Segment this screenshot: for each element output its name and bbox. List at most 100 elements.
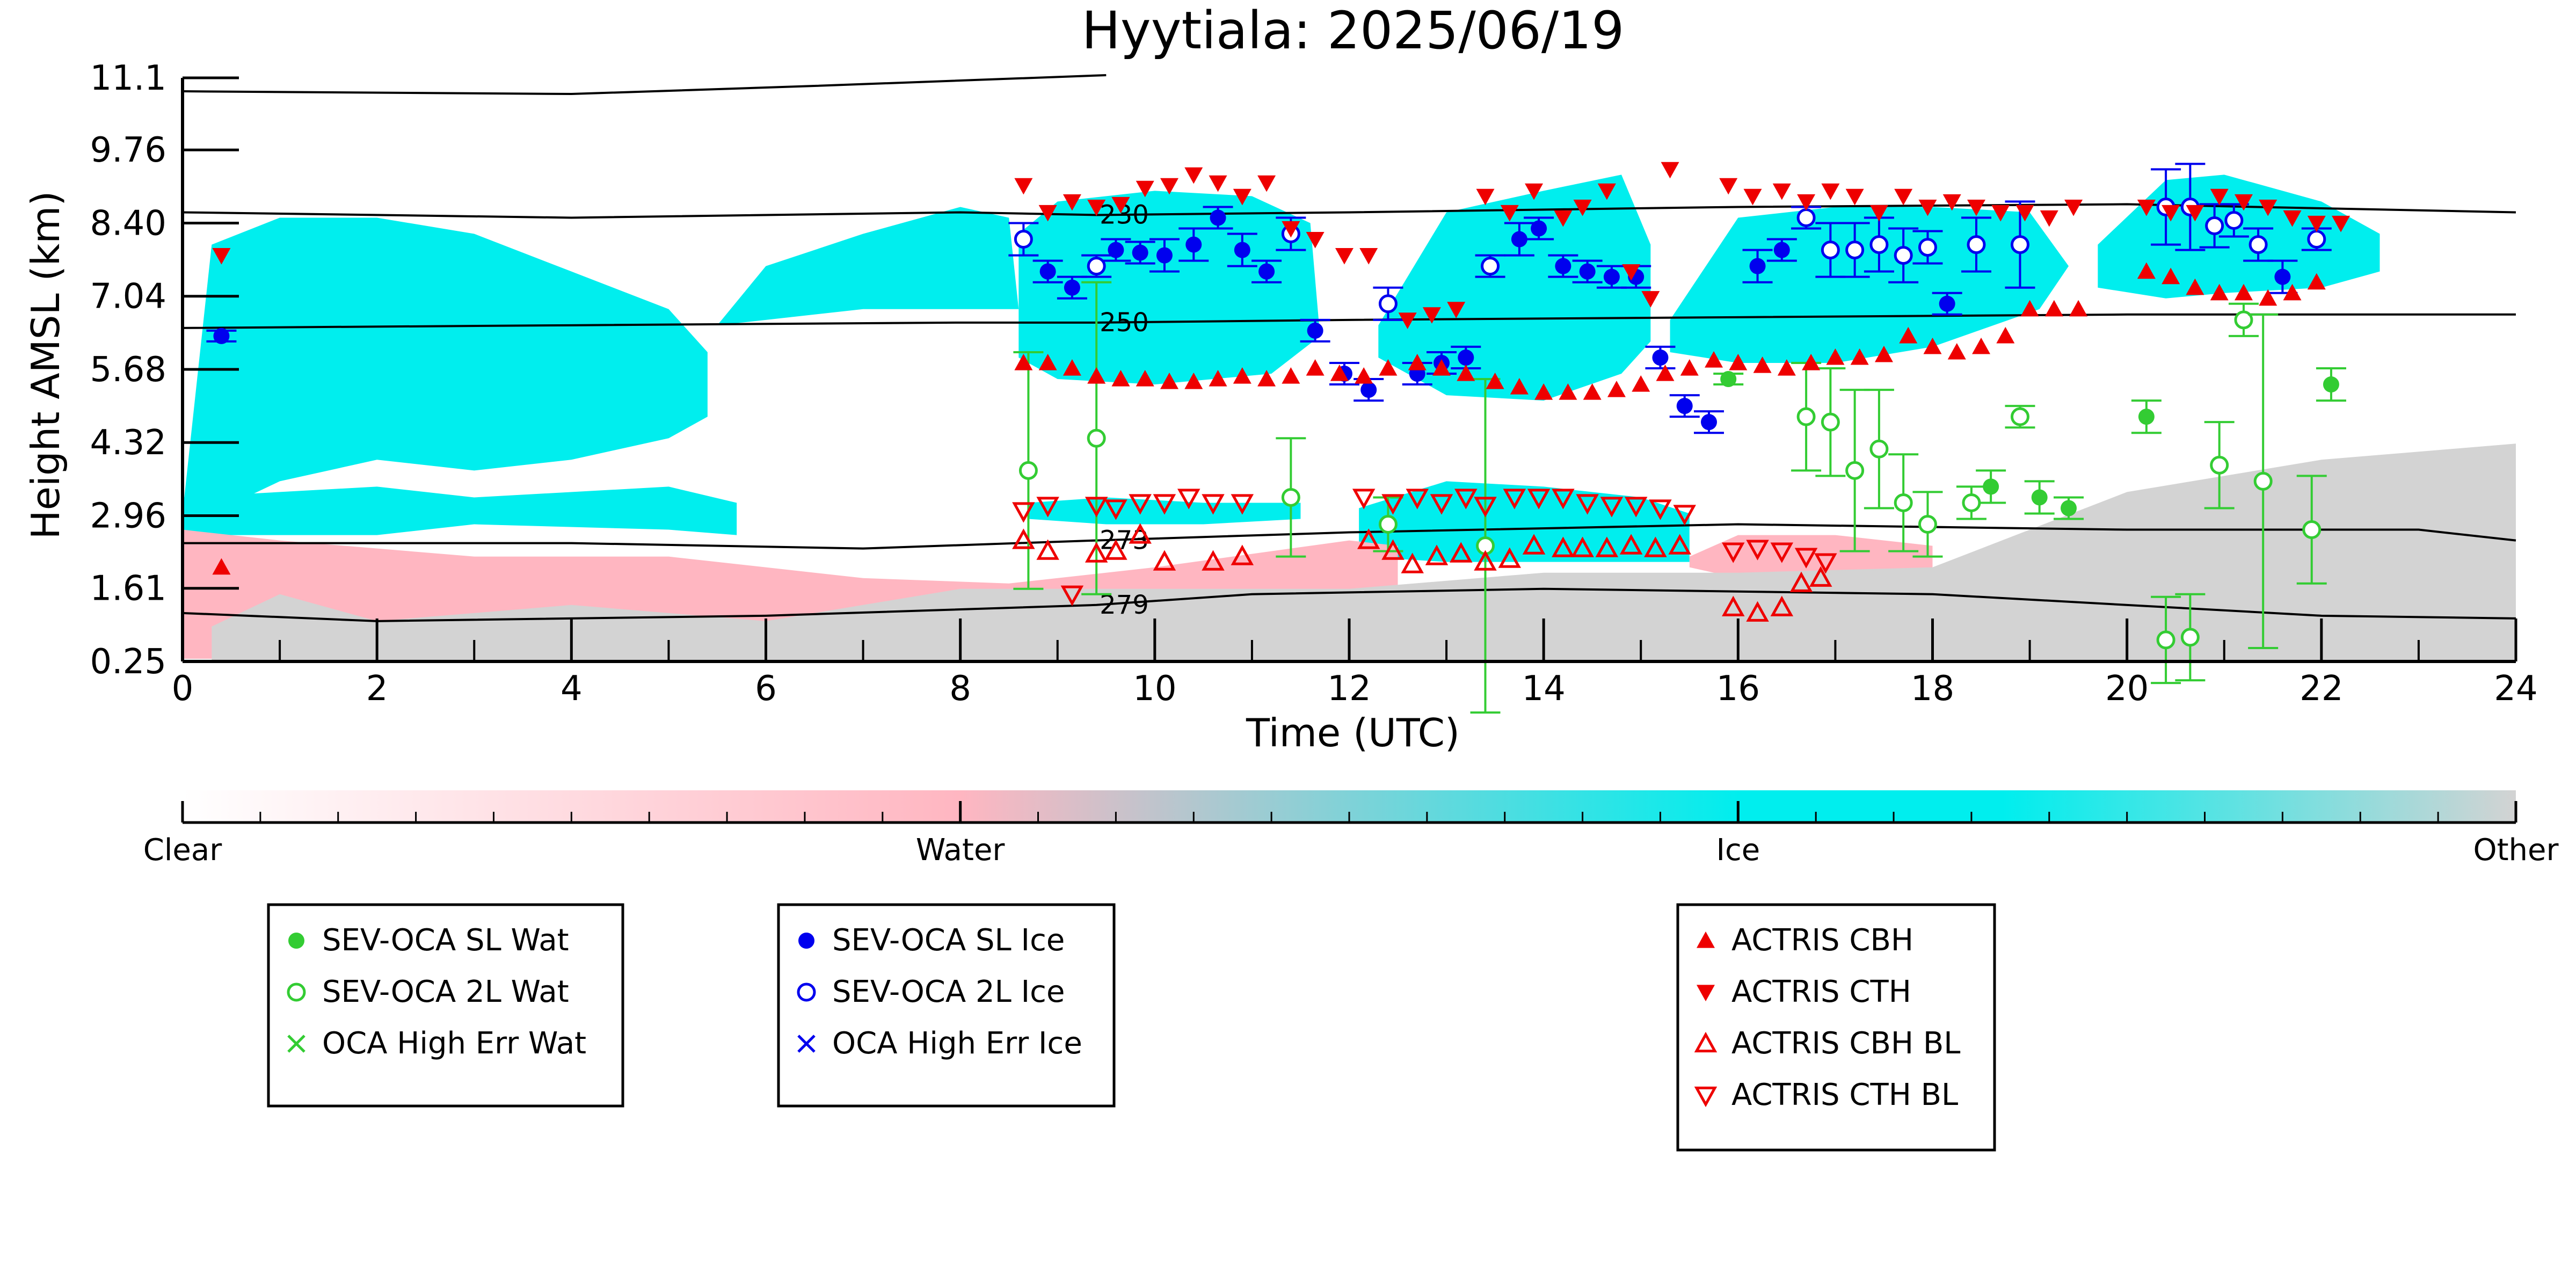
upper-temperature-contour <box>182 74 1107 96</box>
actris-cth-bl-marker <box>1129 494 1152 515</box>
actris-cth-bl-marker <box>1673 505 1696 526</box>
actris-cth-marker <box>1038 205 1057 222</box>
actris-cbh-marker <box>2234 283 2253 301</box>
contour-label: 250 <box>1100 308 1149 338</box>
sev-oca-2l-ice-marker <box>2205 216 2224 236</box>
legend-box: SEV-OCA SL Wat SEV-OCA 2L Wat OCA High Err… <box>267 903 624 1108</box>
series-actris-cth <box>212 162 2351 329</box>
actris-cbh-marker <box>2259 289 2277 306</box>
legend-entry: ACTRIS CBH BL <box>1731 1026 1960 1061</box>
actris-cbh-marker <box>1923 337 1942 354</box>
actris-cbh-marker <box>1777 359 1796 376</box>
actris-cth-marker <box>1797 194 1816 211</box>
x-tick-label: 0 <box>172 669 194 709</box>
sev-oca-2l-ice-marker <box>1918 238 1937 257</box>
x-tick-label: 12 <box>1327 669 1371 709</box>
actris-cbh-marker <box>1705 351 1723 368</box>
sev-oca-2l-ice-marker <box>1821 241 1840 260</box>
actris-cbh-marker <box>1486 373 1504 389</box>
sev-oca-sl-ice-marker <box>1652 349 1669 366</box>
sev-oca-2l-wat-marker <box>2210 455 2229 475</box>
x-tick-label: 18 <box>1911 669 1954 709</box>
actris-cbh-marker <box>212 558 231 575</box>
actris-cth-bl-marker <box>1694 1086 1718 1108</box>
x-tick-label: 16 <box>1716 669 1760 709</box>
actris-cbh-bl-marker <box>1231 544 1254 565</box>
actris-cth-bl-marker <box>1231 494 1254 515</box>
actris-cbh-marker <box>2020 300 2039 317</box>
colorbar-label: Other <box>2473 833 2559 868</box>
actris-cbh-marker <box>1996 326 2015 344</box>
actris-cth-marker <box>1573 199 1592 216</box>
actris-cbh-bl-marker <box>1571 536 1594 557</box>
actris-cth-bl-marker <box>1177 489 1200 510</box>
sev-oca-sl-ice-marker <box>1185 236 1202 253</box>
actris-cbh-marker <box>1826 348 1845 365</box>
actris-cbh-bl-marker <box>1694 1031 1718 1053</box>
sev-oca-2l-ice-marker <box>2248 235 2268 254</box>
actris-cth-bl-marker <box>1430 494 1453 515</box>
y-tick-label: 1.61 <box>90 569 167 609</box>
actris-cth-marker <box>1063 194 1081 211</box>
sev-oca-sl-ice-marker <box>798 933 814 949</box>
sev-oca-sl-ice-marker <box>1307 322 1323 339</box>
actris-cth-bl-marker <box>1454 489 1478 510</box>
actris-cth-marker <box>2234 194 2253 211</box>
actris-cth-bl-marker <box>1104 499 1127 520</box>
actris-cth-marker <box>2162 205 2180 222</box>
region-ice <box>183 486 737 535</box>
sev-oca-sl-wat-marker <box>1720 371 1737 388</box>
actris-cth-marker <box>1918 199 1937 216</box>
legend-frame <box>267 903 624 1108</box>
series-sev-oca-sl-ice <box>206 206 2298 434</box>
actris-cth-bl-marker <box>1722 542 1745 563</box>
sev-oca-sl-ice-marker <box>1603 268 1620 285</box>
actris-cth-marker <box>1500 205 1519 222</box>
x-tick-label: 2 <box>366 669 388 709</box>
actris-cth-bl-marker <box>1527 489 1551 510</box>
actris-cbh-bl-marker <box>1401 552 1424 573</box>
actris-cbh-bl-marker <box>1644 536 1667 557</box>
actris-cth-marker <box>1306 231 1325 249</box>
x-tick-label: 22 <box>2300 669 2343 709</box>
sev-oca-2l-wat-marker <box>2010 407 2029 426</box>
actris-cth-marker <box>1554 210 1573 227</box>
actris-cth-marker <box>1719 178 1738 195</box>
sev-oca-2l-wat-marker <box>1018 461 1038 480</box>
legend-frame <box>777 903 1116 1108</box>
y-tick-label: 11.1 <box>90 59 167 98</box>
legend-entry: ACTRIS CTH <box>1731 974 1911 1009</box>
actris-cth-bl-marker <box>1576 494 1599 515</box>
actris-cbh-marker <box>2283 283 2302 301</box>
actris-cbh-bl-marker <box>1809 566 1832 587</box>
actris-cbh-marker <box>1408 353 1427 370</box>
actris-cbh-bl-marker <box>1746 601 1769 622</box>
region-ice <box>183 217 708 514</box>
sev-oca-2l-ice-marker <box>1796 208 1816 227</box>
legend-entry: SEV-OCA 2L Ice <box>832 974 1065 1009</box>
actris-cth-bl-marker <box>1060 585 1084 606</box>
y-tick-label: 2.96 <box>90 497 167 536</box>
sev-oca-2l-wat-marker <box>2156 630 2175 650</box>
sev-oca-2l-ice-marker <box>797 983 816 1002</box>
y-tick-label: 8.40 <box>90 203 167 243</box>
x-tick-label: 8 <box>949 669 971 709</box>
sev-oca-2l-wat-marker <box>1869 439 1889 459</box>
actris-cth-marker <box>1622 264 1641 281</box>
actris-cth-bl-marker <box>1649 499 1672 520</box>
actris-cth-marker <box>2040 210 2058 227</box>
actris-cth-marker <box>1991 205 2010 222</box>
actris-cbh-marker <box>1457 365 1475 381</box>
actris-cth-marker <box>1447 302 1466 318</box>
legend-entry: ACTRIS CTH BL <box>1731 1078 1958 1112</box>
actris-cth-marker <box>1160 178 1178 195</box>
actris-cth-marker <box>1282 221 1300 238</box>
actris-cbh-bl-marker <box>1425 544 1449 565</box>
actris-cbh-marker <box>1729 353 1748 370</box>
actris-cth-bl-marker <box>1600 497 1624 518</box>
sev-oca-sl-wat-marker <box>2061 500 2077 516</box>
sev-oca-sl-ice-marker <box>1749 258 1766 274</box>
series-sev-oca-sl-wat <box>1713 367 2346 520</box>
